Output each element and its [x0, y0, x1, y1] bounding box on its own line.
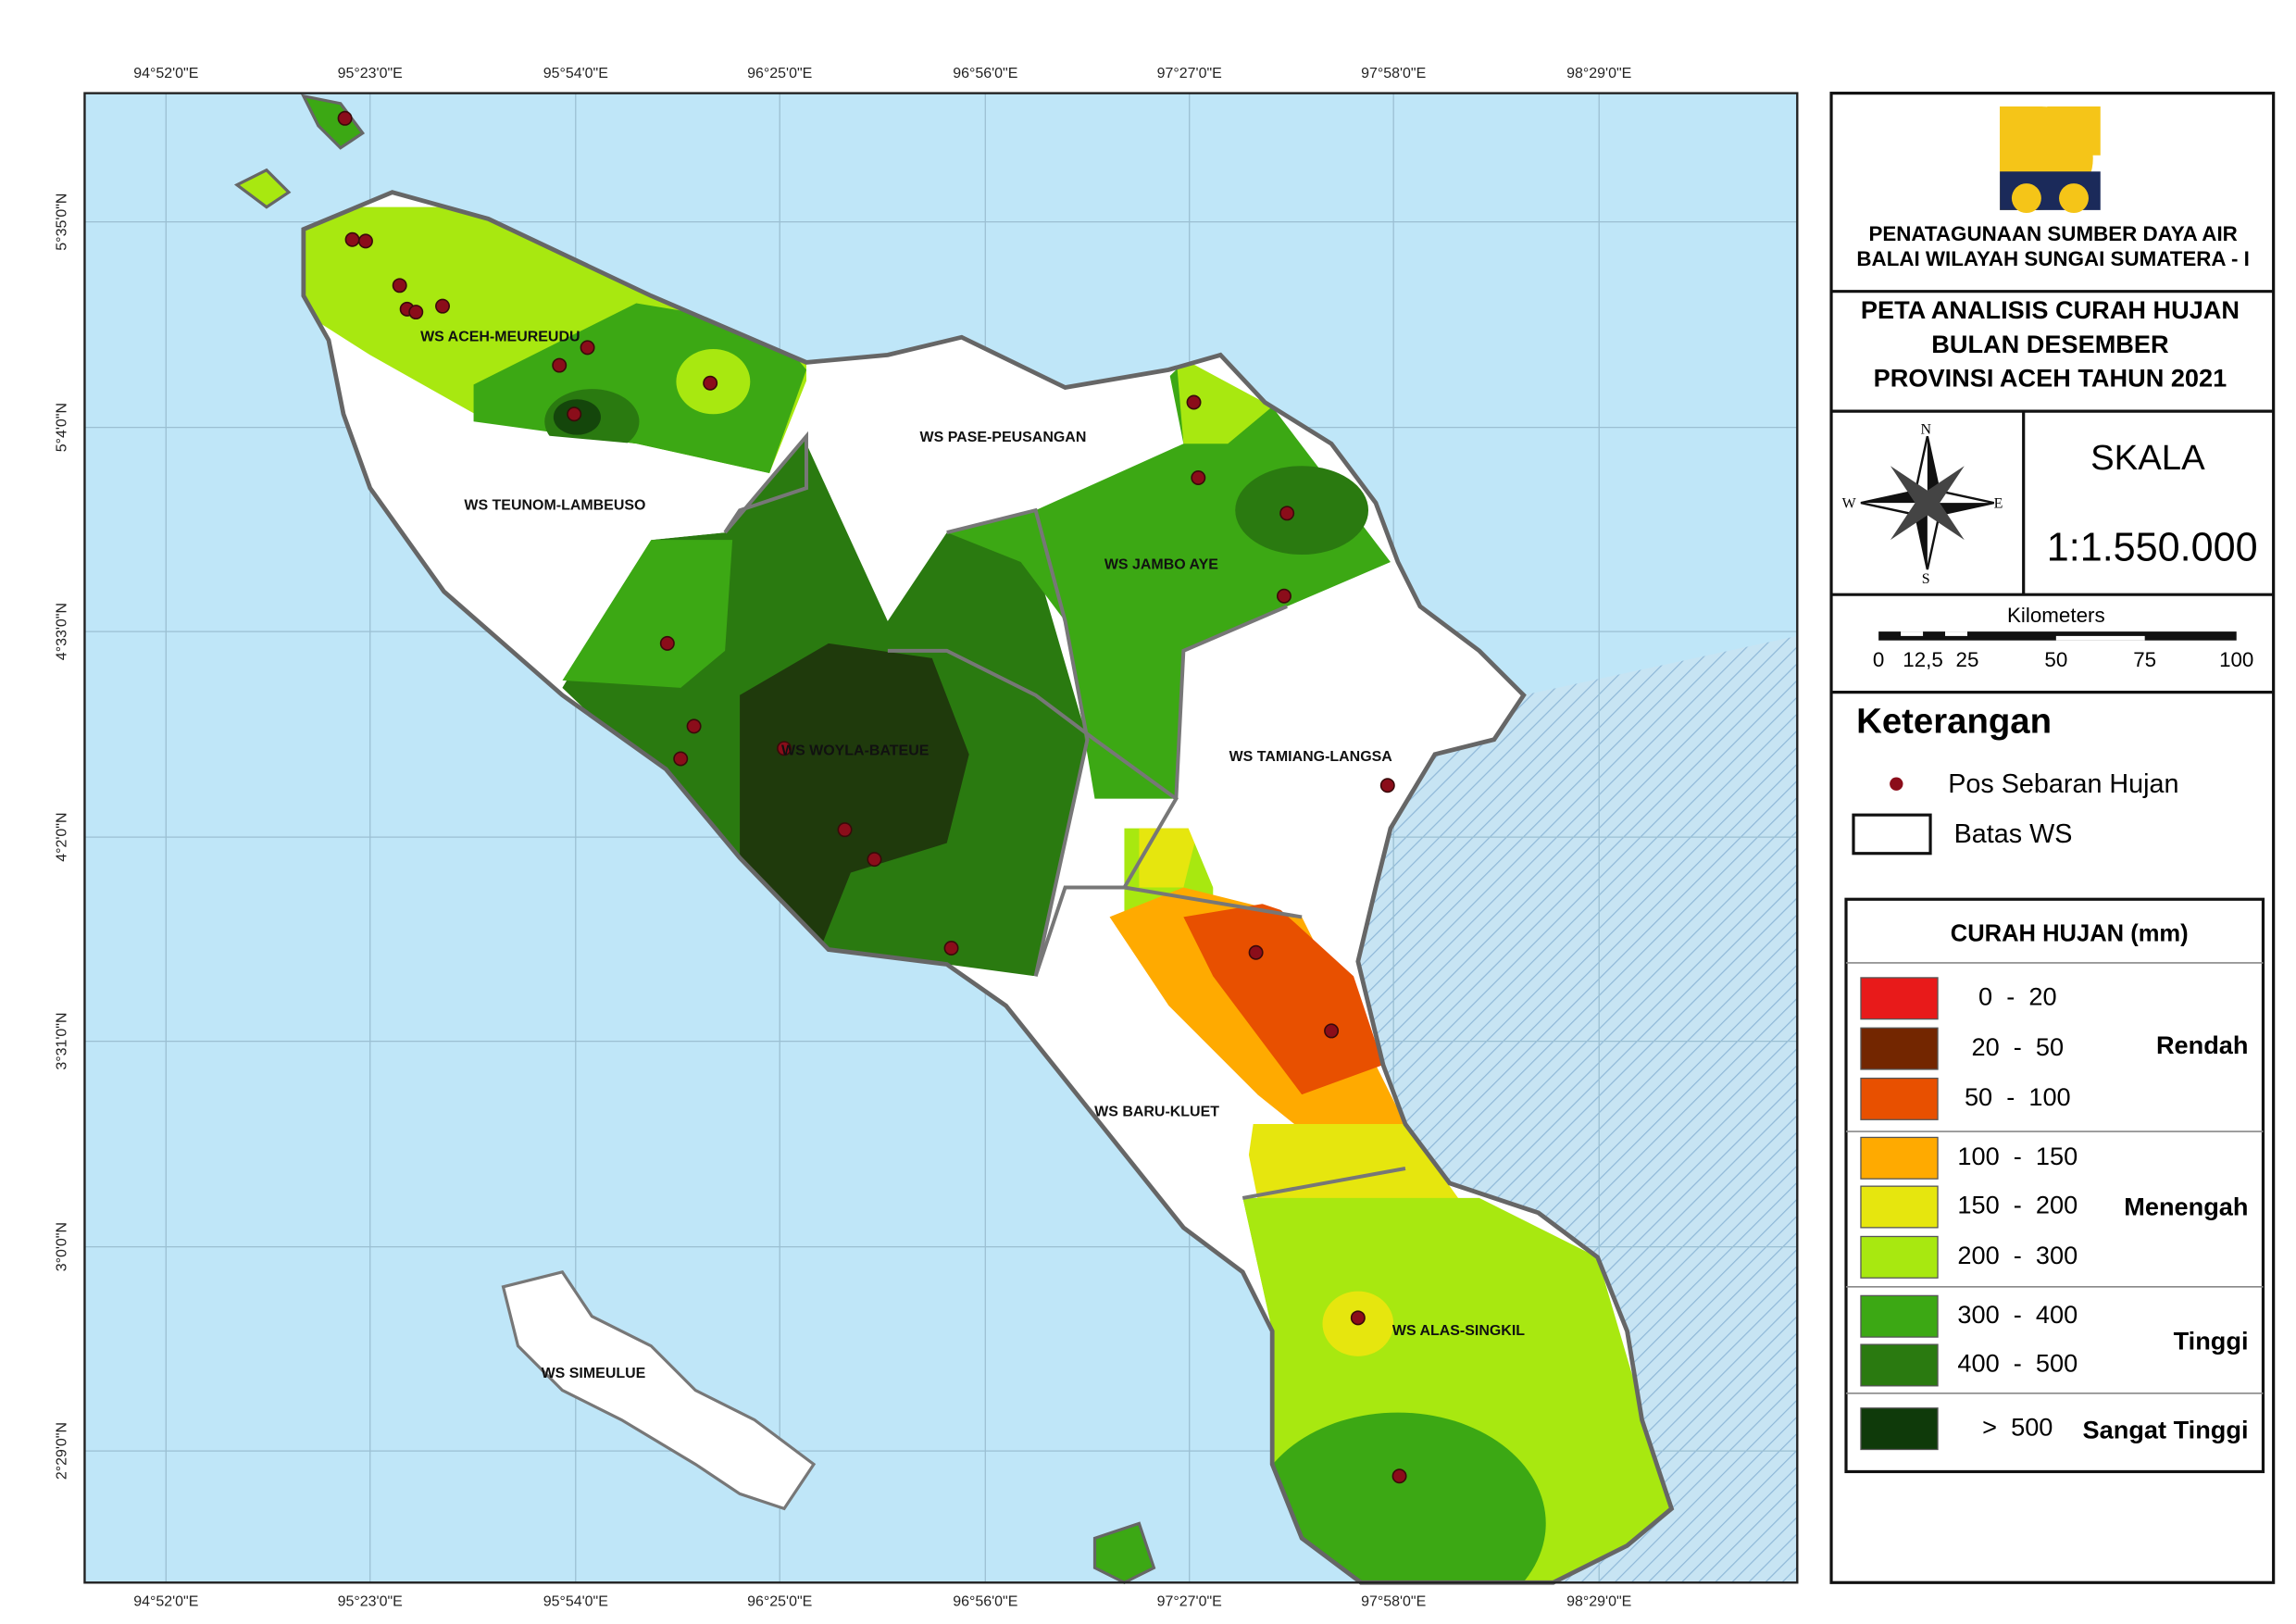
class-swatch	[1860, 1185, 1939, 1229]
lon-label-bottom: 96°56'0"E	[953, 1593, 1017, 1609]
lat-label: 3°31'0"N	[55, 1013, 70, 1070]
rainfall-title: CURAH HUJAN (mm)	[1951, 920, 2189, 946]
lat-label: 2°29'0"N	[55, 1422, 70, 1480]
lon-label-bottom: 95°23'0"E	[338, 1593, 403, 1609]
legend-item: Batas WS	[1954, 819, 2073, 849]
region-label: WS TAMIANG-LANGSA	[1229, 749, 1393, 765]
lon-label-top: 95°54'0"E	[543, 66, 608, 81]
lat-label: 4°2'0"N	[55, 813, 70, 862]
class-swatch	[1860, 1136, 1939, 1180]
class-swatch	[1860, 977, 1939, 1020]
lon-label-top: 96°56'0"E	[953, 66, 1017, 81]
class-group: Tinggi	[2174, 1327, 2249, 1355]
station-symbol	[1890, 777, 1903, 791]
lon-label-bottom: 97°58'0"E	[1361, 1593, 1426, 1609]
scale-tick: 75	[2133, 648, 2156, 671]
lon-label-bottom: 97°27'0"E	[1157, 1593, 1222, 1609]
lat-label: 4°33'0"N	[55, 603, 70, 660]
map-title: BULAN DESEMBER	[1931, 330, 2169, 358]
region-label: WS SIMEULUE	[542, 1366, 646, 1381]
scale-tick: 0	[1873, 648, 1884, 671]
region-label: WS JAMBO AYE	[1104, 556, 1218, 572]
rainfall-legend-box	[1844, 897, 2265, 1474]
scale-bar	[1878, 631, 2237, 641]
compass-letter: N	[1920, 422, 1931, 438]
class-range: 20 - 50	[1972, 1032, 2065, 1061]
lat-label: 3°0'0"N	[55, 1222, 70, 1271]
class-swatch	[1860, 1294, 1939, 1338]
neighbor-province	[1357, 635, 1798, 1583]
legend-item: Pos Sebaran Hujan	[1948, 769, 2178, 799]
scale-unit: Kilometers	[2007, 604, 2105, 627]
panel-dividers	[1831, 290, 2274, 694]
class-range: 150 - 200	[1957, 1191, 2078, 1219]
class-group: Rendah	[2156, 1031, 2249, 1059]
class-swatch	[1860, 1235, 1939, 1279]
lon-label-top: 97°58'0"E	[1361, 66, 1426, 81]
scale-ratio: 1:1.550.000	[2047, 526, 2258, 570]
compass-letter: E	[1994, 495, 2003, 511]
scale-tick: 50	[2044, 648, 2067, 671]
class-group: Menengah	[2124, 1192, 2248, 1220]
class-range: 200 - 300	[1957, 1241, 2078, 1269]
map-frame	[83, 92, 1799, 1584]
lon-label-bottom: 96°25'0"E	[747, 1593, 812, 1609]
lat-label: 5°35'0"N	[55, 194, 70, 251]
batas-ws-swatch	[1852, 813, 1932, 856]
org-name: PENATAGUNAAN SUMBER DAYA AIR	[1868, 222, 2237, 245]
class-swatch	[1860, 1077, 1939, 1120]
map-title: PETA ANALISIS CURAH HUJAN	[1861, 295, 2240, 324]
logo	[2000, 106, 2101, 214]
scale-tick: 25	[1956, 648, 1979, 671]
scale-tick: 12,5	[1903, 648, 1943, 671]
class-range: 400 - 500	[1957, 1349, 2078, 1378]
compass-letter: W	[1842, 495, 1857, 511]
rain-stations	[337, 110, 1407, 1484]
scale-label: SKALA	[2090, 438, 2205, 478]
compass-rose	[1860, 435, 1994, 570]
lon-label-top: 98°29'0"E	[1566, 66, 1631, 81]
lon-label-bottom: 95°54'0"E	[543, 1593, 608, 1609]
class-swatch	[1860, 1027, 1939, 1070]
class-range: 0 - 20	[1978, 981, 2056, 1010]
map-title: PROVINSI ACEH TAHUN 2021	[1874, 364, 2227, 393]
lat-label: 5°4'0"N	[55, 403, 70, 452]
region-label: WS BARU-KLUET	[1094, 1105, 1219, 1120]
compass-letter: S	[1922, 571, 1930, 587]
lon-label-top: 97°27'0"E	[1157, 66, 1222, 81]
legend-title: Keterangan	[1856, 701, 2052, 741]
class-range: 100 - 150	[1957, 1142, 2078, 1170]
region-label: WS ACEH-MEUREUDU	[420, 329, 580, 344]
lon-label-bottom: 98°29'0"E	[1566, 1593, 1631, 1609]
class-group: Sangat Tinggi	[2083, 1416, 2249, 1444]
scale-tick: 100	[2219, 648, 2253, 671]
region-label: WS PASE-PEUSANGAN	[920, 430, 1087, 445]
lon-label-top: 94°52'0"E	[133, 66, 198, 81]
lon-label-top: 95°23'0"E	[338, 66, 403, 81]
land	[233, 94, 1675, 1585]
class-swatch	[1860, 1407, 1939, 1451]
lon-label-bottom: 94°52'0"E	[133, 1593, 198, 1609]
region-label: WS ALAS-SINGKIL	[1392, 1323, 1525, 1339]
lon-label-top: 96°25'0"E	[747, 66, 812, 81]
class-swatch	[1860, 1343, 1939, 1387]
org-name: BALAI WILAYAH SUNGAI SUMATERA - I	[1856, 247, 2249, 270]
region-label: WS WOYLA-BATEUE	[781, 743, 930, 759]
class-range: 50 - 100	[1965, 1082, 2071, 1111]
class-range: > 500	[1982, 1412, 2053, 1441]
class-range: 300 - 400	[1957, 1300, 2078, 1329]
region-label: WS TEUNOM-LAMBEUSO	[464, 498, 645, 514]
